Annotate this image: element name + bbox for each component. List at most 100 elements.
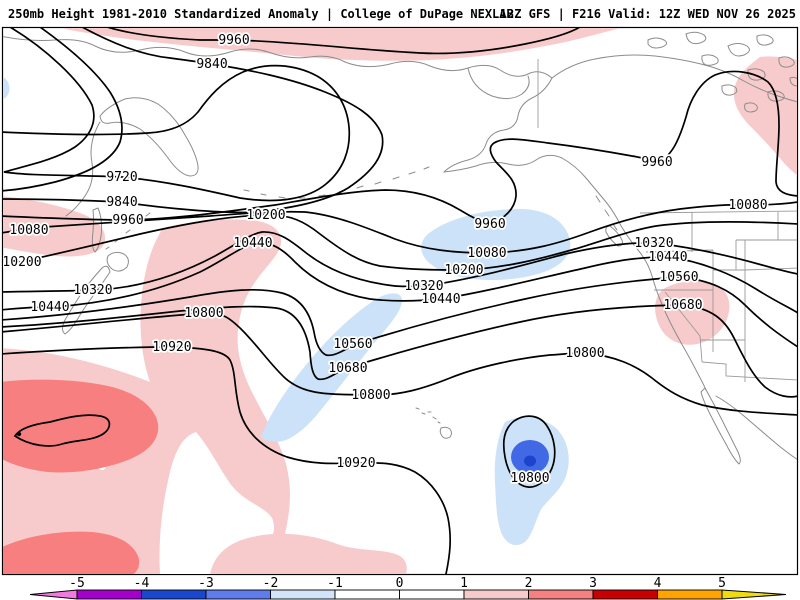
contour-center-dot [16, 431, 22, 437]
coastline-honshu-japan [62, 265, 111, 335]
contour-9720 [3, 28, 351, 202]
colorbar-segment [76, 589, 142, 600]
title-bar-bg [0, 0, 800, 27]
anomaly-notch-white [159, 432, 275, 574]
colorbar-segment [270, 589, 336, 600]
anomaly-region-minus3-hawaii [524, 455, 536, 467]
contour-label: 10560 [659, 270, 698, 285]
contour-10800 [3, 312, 797, 416]
coastline-mexico [715, 395, 797, 460]
contour-label: 9840 [106, 195, 137, 210]
contour-label: 10560 [333, 337, 372, 352]
colorbar-tick: 3 [589, 576, 597, 591]
colorbar-tick: -2 [263, 576, 279, 591]
anomaly-colorbar: -5 -4 -3 -2 -1 0 1 2 3 4 5 [29, 576, 787, 600]
colorbar-taper-left [29, 589, 78, 600]
coastline-sakhalin [91, 207, 103, 253]
contour-label: 9960 [641, 155, 672, 170]
contour-label: 10320 [634, 236, 673, 251]
contour-label: 9960 [112, 213, 143, 228]
coastline-alaska-south [443, 154, 621, 225]
contour-label: 9960 [474, 217, 505, 232]
coastlines [3, 31, 797, 465]
coastline-canada-arctic [741, 79, 797, 103]
contour-label: 10200 [444, 263, 483, 278]
contour-label: 10800 [510, 471, 549, 486]
product-title: 250mb Height 1981-2010 Standardized Anom… [8, 7, 514, 21]
colorbar-tick: 4 [654, 576, 662, 591]
contour-label: 10800 [565, 346, 604, 361]
coastline-kuril-islands [105, 212, 151, 250]
contour-label: 10320 [404, 279, 443, 294]
coastline-bc-us-west [619, 223, 707, 391]
coastline-anadyr-gulf [467, 67, 530, 100]
colorbar-taper-right [721, 589, 787, 600]
coastline-alaska-west [443, 77, 553, 173]
contour-label: 9720 [106, 170, 137, 185]
colorbar-tick: 0 [396, 576, 404, 591]
contour-labels: 9960 9840 9720 9840 9960 10080 10200 103… [2, 31, 769, 488]
colorbar-tick: -3 [198, 576, 214, 591]
colorbar-segment [141, 589, 207, 600]
contour-label: 10800 [184, 306, 223, 321]
anomaly-region-minus1-left-edge [3, 76, 10, 100]
coastline-hawaii [415, 407, 452, 439]
coastline-okhotsk [65, 121, 101, 217]
contour-label: 10080 [9, 223, 48, 238]
contour-10800-closed-hawaii [502, 415, 556, 488]
colorbar-tick: -1 [327, 576, 343, 591]
coastline-siberia [3, 36, 553, 79]
contour-label: 10680 [328, 361, 367, 376]
contour-10560 [3, 276, 797, 357]
anomaly-region-plus2-lower [3, 531, 140, 574]
colorbar-segment [528, 589, 594, 600]
colorbar-tick: 1 [460, 576, 468, 591]
contour-10080 [3, 201, 797, 254]
colorbar-tick: 5 [718, 576, 726, 591]
contour-label: 10440 [648, 250, 687, 265]
contour-label: 10920 [336, 456, 375, 471]
contour-9960-main-ridge [3, 70, 797, 225]
contour-label: 9840 [196, 57, 227, 72]
colorbar-tick: -5 [69, 576, 85, 591]
anomaly-region-plus1-arctic [59, 28, 621, 61]
contour-label: 10200 [2, 255, 41, 270]
contour-label: 10440 [30, 300, 69, 315]
colorbar-segment [399, 589, 465, 600]
contour-label: 9960 [218, 33, 249, 48]
contour-10680 [3, 304, 797, 398]
title-bar: 250mb Height 1981-2010 Standardized Anom… [0, 0, 800, 27]
anomaly-region-plus2-upper [3, 379, 159, 473]
colorbar-tick: 2 [525, 576, 533, 591]
contour-label: 10680 [663, 298, 702, 313]
contour-10320 [3, 231, 797, 293]
colorbar-segment [592, 589, 658, 600]
contour-10440 [3, 241, 797, 314]
anomaly-region-minus1-jet-streak [261, 293, 402, 442]
colorbar-segment [205, 589, 271, 600]
colorbar-tick: -4 [134, 576, 150, 591]
contour-9840-wrap [3, 28, 384, 214]
contour-closed-southwest [13, 414, 111, 447]
coastline-hokkaido [106, 251, 129, 272]
anomaly-region-plus1-subtropics [210, 533, 407, 574]
contour-label: 10800 [351, 388, 390, 403]
anomaly-region-plus1-ne-canada [733, 56, 797, 176]
colorbar-segment [657, 589, 723, 600]
contour-label: 10440 [421, 292, 460, 307]
contour-10200 [3, 214, 797, 271]
contour-label: 10080 [728, 198, 767, 213]
contour-9840-west [3, 28, 123, 192]
us-canada-border [639, 210, 797, 214]
contour-label: 10200 [246, 208, 285, 223]
contour-label: 10320 [73, 283, 112, 298]
colorbar-segment [463, 589, 529, 600]
height-contours [3, 28, 797, 574]
contour-label: 10080 [467, 246, 506, 261]
coastline-baja [700, 387, 741, 465]
colorbar-segment [334, 589, 400, 600]
coastline-aleutian-islands [243, 166, 430, 199]
contour-10920 [3, 346, 452, 574]
